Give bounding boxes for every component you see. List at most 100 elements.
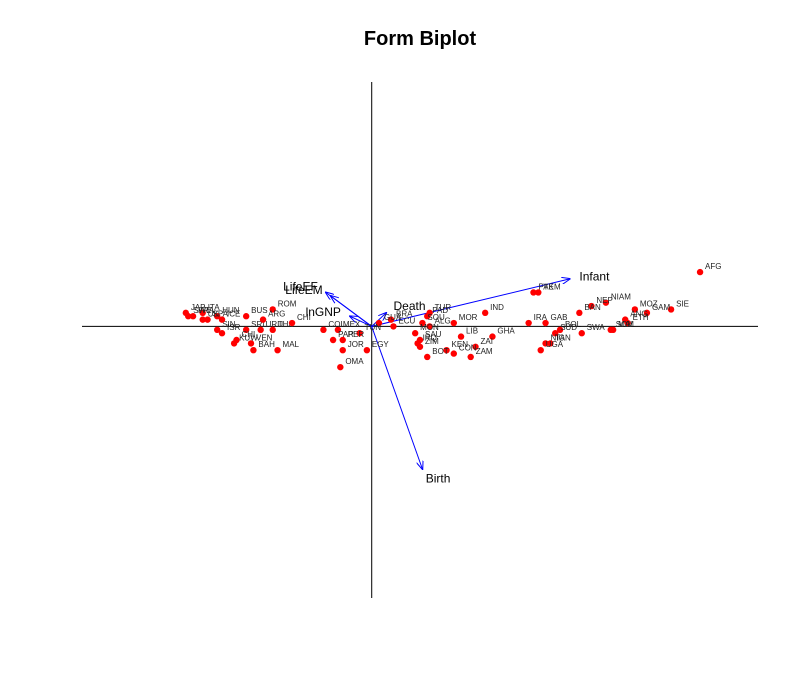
observation-label: TUR bbox=[435, 303, 452, 312]
observation-point bbox=[419, 319, 426, 327]
observation-point bbox=[250, 346, 257, 354]
observation-label: VEN bbox=[256, 333, 273, 342]
observation-point bbox=[339, 346, 346, 354]
observation-label: EGY bbox=[372, 340, 390, 349]
observation-point bbox=[467, 353, 474, 361]
observation-label: SIN bbox=[222, 320, 236, 329]
observation-label: SWA bbox=[587, 323, 606, 332]
axes-layer bbox=[82, 82, 758, 598]
observation-point bbox=[537, 346, 544, 354]
observation-label: BUS bbox=[251, 306, 267, 315]
observation-label: ZAM bbox=[476, 347, 493, 356]
observation-label: ALG bbox=[435, 316, 451, 325]
observation-label: COL bbox=[328, 320, 345, 329]
observation-point bbox=[696, 268, 704, 276]
observation-label: JAP bbox=[191, 303, 206, 312]
observation-label: MOR bbox=[459, 313, 478, 322]
observation-label: MAL bbox=[283, 340, 300, 349]
observation-label: YEM bbox=[543, 282, 561, 291]
loading-vector-label: Birth bbox=[426, 471, 451, 485]
observation-point bbox=[542, 340, 549, 347]
observation-label: UK bbox=[208, 310, 220, 319]
loading-vector-label: Death bbox=[393, 299, 425, 313]
observation-label: SRI bbox=[251, 320, 264, 329]
observation-label: SAU bbox=[425, 330, 442, 339]
observation-label: KUW bbox=[239, 333, 258, 342]
observation-label: ECU bbox=[398, 316, 415, 325]
observation-label: ROM bbox=[278, 299, 297, 308]
observation-label: IND bbox=[490, 303, 504, 312]
observation-point bbox=[450, 319, 457, 327]
chart-title: Form Biplot bbox=[363, 28, 477, 50]
observation-point bbox=[556, 326, 564, 334]
observation-label: MEX bbox=[343, 320, 361, 329]
observation-label: NEP bbox=[596, 296, 612, 305]
observation-point bbox=[643, 309, 651, 317]
observation-point bbox=[443, 346, 450, 354]
observation-point bbox=[387, 316, 395, 323]
observation-label: CON bbox=[459, 344, 477, 353]
observation-point bbox=[667, 306, 675, 313]
observation-point bbox=[426, 323, 433, 330]
observation-label: BOL bbox=[565, 320, 582, 329]
observation-label: URU bbox=[266, 320, 284, 329]
observation-label: ISR bbox=[227, 323, 241, 332]
observation-label: ETH bbox=[633, 313, 649, 322]
observation-point bbox=[411, 330, 419, 337]
observation-point bbox=[375, 319, 383, 327]
observation-point bbox=[259, 316, 267, 323]
observation-point bbox=[602, 299, 610, 306]
observation-point bbox=[204, 316, 211, 323]
observation-label: BOT bbox=[432, 347, 449, 356]
observation-label: ANG bbox=[630, 310, 647, 319]
observation-label: NIAM bbox=[611, 293, 631, 302]
observation-label: HUN bbox=[222, 306, 240, 315]
observation-point bbox=[576, 309, 583, 317]
observation-label: AFG bbox=[705, 262, 721, 271]
observation-point bbox=[390, 323, 397, 330]
observation-point bbox=[530, 289, 537, 296]
observation-point bbox=[247, 340, 255, 347]
observation-point bbox=[424, 353, 431, 361]
observation-label: GAB bbox=[551, 313, 568, 322]
observation-label: GHA bbox=[497, 327, 515, 336]
loading-vector-label: lnGNP bbox=[306, 305, 341, 319]
observation-point bbox=[230, 340, 238, 347]
observation-point bbox=[363, 346, 371, 354]
observation-point bbox=[416, 343, 424, 350]
observation-label: BAH bbox=[258, 340, 275, 349]
loading-vector-label: Infant bbox=[579, 270, 610, 284]
observation-point bbox=[525, 319, 532, 327]
observation-point bbox=[288, 319, 296, 327]
observation-point bbox=[269, 306, 276, 313]
observation-point bbox=[274, 346, 281, 354]
observation-point bbox=[199, 309, 206, 317]
observation-point bbox=[424, 313, 431, 320]
observation-label: TUN bbox=[365, 323, 382, 332]
observation-label: LIB bbox=[466, 327, 478, 336]
observation-label: SOU bbox=[427, 313, 445, 322]
observation-point bbox=[257, 326, 264, 334]
observation-label: PER bbox=[348, 330, 365, 339]
observation-point bbox=[334, 326, 342, 334]
observation-point bbox=[547, 340, 554, 347]
observation-label: SPA bbox=[213, 310, 229, 319]
observation-label: MOZ bbox=[640, 299, 658, 308]
observation-label: PAK bbox=[538, 282, 554, 291]
observation-point bbox=[185, 313, 192, 320]
observation-point bbox=[242, 313, 250, 320]
observation-label: UGA bbox=[546, 340, 564, 349]
observation-label: SUD bbox=[560, 323, 577, 332]
loading-vector-arrow bbox=[331, 296, 373, 327]
observation-label: BRA bbox=[396, 310, 413, 319]
observation-label: ZAI bbox=[481, 337, 493, 346]
observation-label: GUA bbox=[384, 313, 402, 322]
loading-vector-arrow bbox=[371, 279, 570, 327]
observation-point bbox=[218, 316, 226, 323]
observation-label: TAN bbox=[555, 333, 571, 342]
observation-point bbox=[356, 330, 363, 337]
observation-label: CHI bbox=[297, 313, 311, 322]
observation-label: ZIM bbox=[425, 337, 439, 346]
